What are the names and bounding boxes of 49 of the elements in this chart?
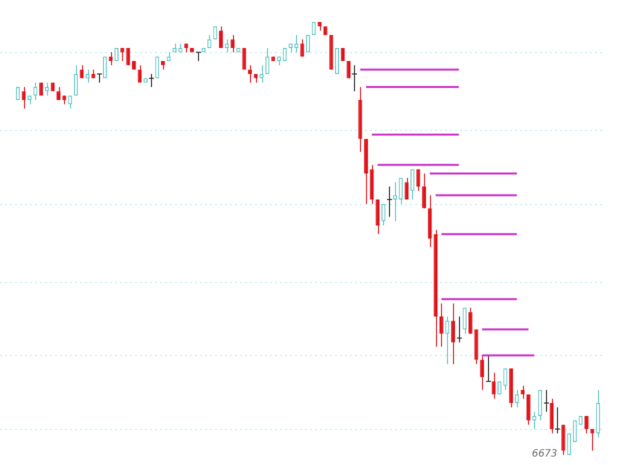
candlestick	[33, 82, 38, 100]
candlestick	[56, 86, 60, 100]
candlestick	[260, 64, 264, 84]
candlestick	[456, 316, 462, 343]
candlestick	[520, 385, 525, 400]
candlestick	[526, 394, 530, 426]
candlestick	[544, 390, 550, 412]
candlestick	[265, 47, 270, 74]
candlestick	[120, 47, 124, 62]
candlestick	[230, 34, 235, 53]
candlestick	[340, 47, 345, 62]
candlestick	[16, 86, 20, 100]
candlestick	[386, 186, 392, 218]
candlestick	[554, 406, 560, 434]
candlestick	[282, 47, 287, 62]
candlestick	[422, 173, 426, 209]
candlestick	[148, 73, 154, 88]
candlestick	[114, 48, 118, 61]
candlestick	[398, 177, 403, 204]
candlestick	[590, 428, 594, 452]
candlestick	[248, 64, 252, 84]
candlestick	[480, 354, 484, 391]
candlestick	[294, 34, 298, 53]
candlestick	[439, 302, 444, 348]
annotation: 6673	[532, 448, 558, 460]
candlestick	[538, 390, 542, 421]
candlestick	[404, 177, 409, 200]
candlestick	[22, 86, 26, 110]
candlestick	[196, 52, 202, 62]
candlestick	[492, 372, 496, 400]
candlestick	[451, 302, 456, 365]
candlestick	[514, 390, 519, 408]
candlestick	[74, 64, 78, 96]
candlestick	[462, 307, 467, 334]
candlestick	[207, 34, 212, 48]
candlestick	[468, 307, 472, 334]
candlestick	[410, 168, 414, 200]
candlestick	[381, 203, 386, 226]
candlestick	[219, 26, 223, 48]
candlestick	[393, 182, 397, 222]
candlestick	[96, 73, 102, 84]
candlestick	[300, 38, 304, 58]
candlestick	[86, 69, 90, 84]
candlestick	[352, 64, 358, 92]
candlestick	[486, 354, 492, 382]
candlestick	[44, 82, 49, 96]
candlestick	[68, 95, 72, 110]
candlestick	[584, 416, 588, 434]
candlestick	[312, 22, 316, 36]
